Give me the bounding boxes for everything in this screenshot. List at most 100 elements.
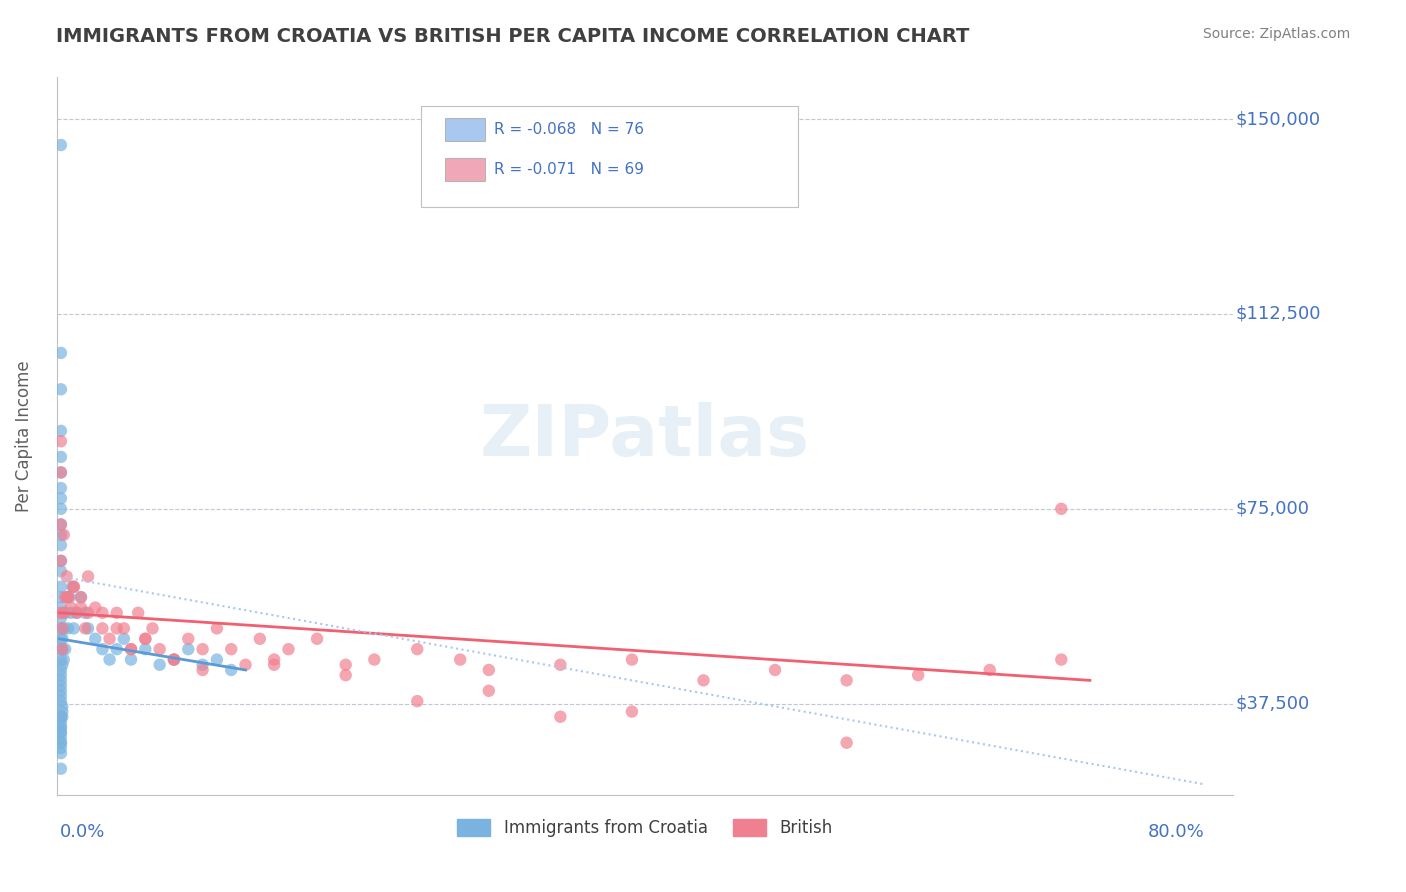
Point — [49, 632, 72, 646]
Point — [60, 580, 83, 594]
Point — [77, 621, 100, 635]
Point — [52, 621, 75, 635]
Point — [263, 652, 285, 666]
Point — [49, 663, 72, 677]
Point — [263, 657, 285, 672]
Point — [49, 528, 72, 542]
Point — [120, 652, 142, 666]
Point — [205, 652, 228, 666]
Point — [835, 736, 858, 750]
Point — [56, 591, 79, 605]
Point — [49, 466, 72, 480]
Point — [249, 632, 271, 646]
FancyBboxPatch shape — [422, 106, 797, 207]
Point — [478, 663, 501, 677]
Point — [205, 621, 228, 635]
Point — [66, 606, 89, 620]
Point — [62, 621, 84, 635]
Point — [907, 668, 929, 682]
Point — [120, 642, 142, 657]
Point — [98, 652, 121, 666]
Point — [51, 710, 73, 724]
Text: 0.0%: 0.0% — [59, 823, 105, 841]
Point — [56, 591, 79, 605]
Point — [49, 725, 72, 739]
Point — [75, 621, 97, 635]
Point — [52, 606, 75, 620]
Point — [163, 652, 186, 666]
Point — [51, 705, 73, 719]
Point — [53, 606, 76, 620]
Point — [84, 632, 107, 646]
Point — [235, 657, 257, 672]
Point — [49, 668, 72, 682]
Text: $112,500: $112,500 — [1236, 305, 1320, 323]
Point — [49, 714, 72, 729]
Text: $75,000: $75,000 — [1236, 500, 1309, 518]
Point — [51, 642, 73, 657]
Point — [49, 652, 72, 666]
Point — [51, 621, 73, 635]
Point — [835, 673, 858, 688]
Point — [112, 621, 135, 635]
Point — [49, 710, 72, 724]
Point — [49, 710, 72, 724]
Point — [163, 652, 186, 666]
Point — [84, 600, 107, 615]
Point — [70, 591, 93, 605]
Point — [177, 642, 200, 657]
Point — [49, 606, 72, 620]
Point — [49, 611, 72, 625]
Point — [191, 663, 214, 677]
Point — [49, 720, 72, 734]
Point — [112, 632, 135, 646]
Point — [141, 621, 163, 635]
Point — [53, 591, 76, 605]
Point — [620, 705, 643, 719]
Point — [406, 694, 429, 708]
Point — [49, 762, 72, 776]
Point — [49, 481, 72, 495]
Point — [49, 554, 72, 568]
Point — [49, 501, 72, 516]
Point — [49, 434, 72, 449]
Point — [49, 564, 72, 578]
Point — [66, 606, 89, 620]
Point — [49, 591, 72, 605]
Point — [1050, 501, 1073, 516]
Point — [620, 652, 643, 666]
Text: IMMIGRANTS FROM CROATIA VS BRITISH PER CAPITA INCOME CORRELATION CHART: IMMIGRANTS FROM CROATIA VS BRITISH PER C… — [56, 27, 970, 45]
Point — [49, 491, 72, 506]
Y-axis label: Per Capita Income: Per Capita Income — [15, 360, 32, 512]
Point — [49, 580, 72, 594]
Point — [49, 736, 72, 750]
Legend: Immigrants from Croatia, British: Immigrants from Croatia, British — [450, 813, 839, 844]
Point — [363, 652, 385, 666]
Point — [478, 683, 501, 698]
Point — [70, 600, 93, 615]
Point — [62, 580, 84, 594]
Point — [91, 621, 114, 635]
Point — [105, 642, 128, 657]
Point — [191, 657, 214, 672]
Point — [105, 621, 128, 635]
Point — [49, 679, 72, 693]
Point — [52, 652, 75, 666]
Point — [550, 710, 572, 724]
Text: ZIPatlas: ZIPatlas — [479, 401, 810, 471]
Point — [1050, 652, 1073, 666]
Point — [59, 606, 82, 620]
Point — [49, 466, 72, 480]
Point — [59, 600, 82, 615]
Point — [406, 642, 429, 657]
Point — [51, 699, 73, 714]
Point — [51, 632, 73, 646]
Point — [219, 663, 242, 677]
Point — [335, 668, 357, 682]
Point — [49, 673, 72, 688]
Point — [49, 689, 72, 703]
Point — [62, 580, 84, 594]
Text: $37,500: $37,500 — [1236, 695, 1309, 713]
Point — [149, 657, 172, 672]
Point — [56, 621, 79, 635]
